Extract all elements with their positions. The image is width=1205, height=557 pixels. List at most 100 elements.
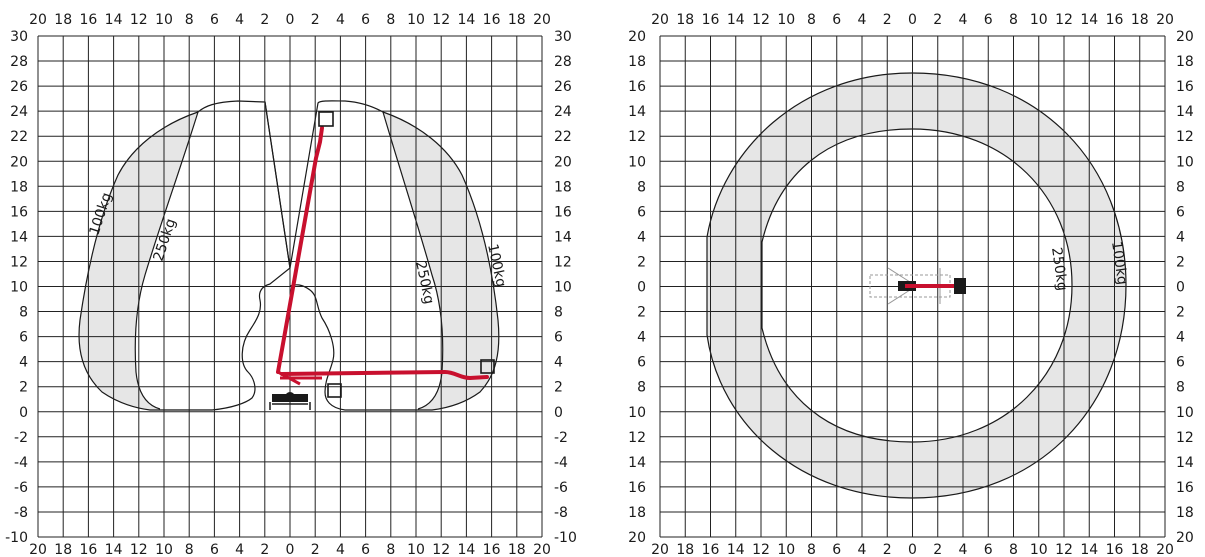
top-y-tick-right: 10 [1176,154,1194,170]
side-x-tick-bottom: 20 [29,542,47,557]
top-x-tick-bottom: 0 [908,542,917,557]
top-x-tick-top: 4 [858,12,867,28]
side-y-tick-left: 8 [19,305,28,321]
top-x-tick-bottom: 18 [676,542,694,557]
side-envelope-250kg-right-fill [314,102,443,409]
side-y-tick-right: 16 [554,204,572,220]
side-x-tick-top: 14 [457,12,475,28]
side-x-tick-top: 2 [311,12,320,28]
top-y-tick-right: 6 [1176,204,1185,220]
top-x-tick-bottom: 16 [1106,542,1124,557]
top-x-tick-top: 10 [1030,12,1048,28]
side-x-tick-top: 10 [155,12,173,28]
side-y-tick-right: 22 [554,129,572,145]
top-x-tick-top: 0 [908,12,917,28]
top-y-tick-right: 0 [1176,280,1185,296]
side-y-tick-left: 30 [10,29,28,45]
side-y-tick-left: -10 [5,530,28,546]
top-y-tick-left: 4 [637,229,646,245]
top-y-tick-left: 18 [628,505,646,521]
top-y-tick-left: 6 [637,355,646,371]
side-x-tick-top: 20 [533,12,551,28]
top-x-tick-top: 10 [777,12,795,28]
top-x-tick-bottom: 14 [1080,542,1098,557]
top-y-tick-left: 18 [628,54,646,70]
top-x-tick-bottom: 4 [959,542,968,557]
side-x-tick-bottom: 14 [105,542,123,557]
side-x-tick-bottom: 4 [235,542,244,557]
top-x-tick-bottom: 6 [832,542,841,557]
aerial-platform-top-icon [869,267,966,305]
top-y-tick-left: 16 [628,79,646,95]
side-x-tick-bottom: 2 [311,542,320,557]
side-x-tick-top: 6 [210,12,219,28]
top-y-tick-left: 20 [628,29,646,45]
top-x-tick-top: 20 [1156,12,1174,28]
outriggers [269,402,311,410]
side-x-tick-bottom: 4 [336,542,345,557]
top-x-tick-bottom: 2 [883,542,892,557]
top-x-tick-bottom: 10 [777,542,795,557]
side-x-tick-bottom: 10 [407,542,425,557]
side-y-tick-left: -2 [14,430,28,446]
side-y-tick-right: 20 [554,154,572,170]
top-y-tick-right: 2 [1176,305,1185,321]
top-x-tick-top: 16 [702,12,720,28]
side-outline-notch [264,101,291,269]
side-y-tick-left: 28 [10,54,28,70]
aerial-platform-side-icon [269,111,495,410]
top-x-tick-top: 2 [883,12,892,28]
side-y-tick-right: 2 [554,380,563,396]
side-x-tick-top: 6 [361,12,370,28]
top-x-tick-top: 14 [1080,12,1098,28]
side-y-tick-right: 6 [554,330,563,346]
side-x-tick-top: 0 [286,12,295,28]
top-y-tick-left: 10 [628,154,646,170]
top-x-tick-top: 6 [832,12,841,28]
side-x-tick-bottom: 12 [432,542,450,557]
top-x-tick-bottom: 10 [1030,542,1048,557]
side-outline-250kg-right [382,111,444,410]
side-y-tick-right: 30 [554,29,572,45]
side-y-tick-right: -10 [554,530,577,546]
top-x-tick-top: 18 [676,12,694,28]
side-y-tick-right: 0 [554,405,563,421]
side-x-tick-bottom: 10 [155,542,173,557]
basket-right [480,359,495,374]
side-y-tick-left: 14 [10,229,28,245]
top-y-tick-left: 8 [637,179,646,195]
top-y-tick-right: 12 [1176,129,1194,145]
top-x-tick-bottom: 16 [702,542,720,557]
side-x-tick-bottom: 16 [79,542,97,557]
top-x-tick-top: 18 [1131,12,1149,28]
top-y-tick-left: 4 [637,330,646,346]
top-y-tick-right: 10 [1176,405,1194,421]
boom-horizontal [280,369,489,381]
top-x-tick-bottom: 18 [1131,542,1149,557]
side-y-tick-left: -6 [14,480,28,496]
side-x-tick-bottom: 14 [457,542,475,557]
top-y-tick-left: 8 [637,380,646,396]
top-grid [659,35,1166,538]
side-x-tick-top: 4 [336,12,345,28]
side-y-tick-left: 0 [19,405,28,421]
top-y-tick-left: 16 [628,480,646,496]
top-y-tick-left: 14 [628,455,646,471]
top-y-tick-left: 0 [637,280,646,296]
side-x-tick-top: 2 [260,12,269,28]
basket-stowed [327,383,342,398]
top-y-tick-left: 10 [628,405,646,421]
top-x-tick-top: 16 [1106,12,1124,28]
side-view-diagram: 2020181816161414121210108866442200224466… [5,12,577,557]
top-y-tick-right: 8 [1176,380,1185,396]
boom-joint [277,370,322,386]
basket-top [318,111,334,127]
side-y-tick-left: 10 [10,280,28,296]
top-x-tick-top: 4 [959,12,968,28]
top-y-tick-left: 12 [628,430,646,446]
top-y-tick-right: 4 [1176,229,1185,245]
top-x-tick-top: 6 [984,12,993,28]
side-y-tick-right: -4 [554,455,568,471]
top-x-tick-top: 20 [651,12,669,28]
side-x-tick-bottom: 16 [483,542,501,557]
